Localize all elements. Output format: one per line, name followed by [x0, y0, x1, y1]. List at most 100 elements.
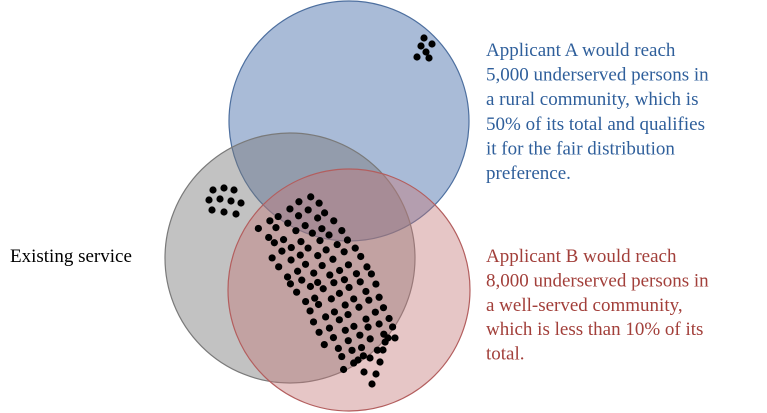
- dot: [335, 289, 344, 297]
- dot: [310, 269, 318, 277]
- dot: [293, 267, 302, 275]
- dot: [220, 208, 228, 216]
- dot: [292, 227, 300, 235]
- dot: [326, 271, 334, 279]
- dot: [340, 248, 348, 256]
- dot: [363, 263, 371, 271]
- dot: [302, 297, 310, 306]
- dot: [270, 239, 278, 247]
- text-line: a rural community, which is: [486, 89, 698, 110]
- dot: [286, 280, 295, 288]
- dot: [294, 212, 303, 220]
- dot: [208, 206, 216, 214]
- dot: [314, 214, 322, 222]
- dot: [304, 206, 312, 214]
- dot: [350, 322, 358, 330]
- dot: [275, 263, 283, 271]
- dot: [320, 209, 329, 217]
- text-line: total.: [486, 344, 525, 365]
- text-line: a well-served community,: [486, 295, 683, 316]
- dot: [330, 217, 338, 225]
- dot: [307, 193, 315, 201]
- dot: [348, 346, 356, 354]
- dot: [304, 244, 312, 252]
- dot: [308, 229, 316, 237]
- dot: [286, 205, 294, 213]
- dot: [364, 323, 372, 331]
- dot: [315, 328, 323, 336]
- dot: [375, 320, 383, 328]
- dot: [385, 314, 393, 323]
- dot: [338, 352, 346, 361]
- dot: [314, 300, 323, 309]
- dot: [287, 256, 295, 264]
- dot: [227, 197, 235, 205]
- dot: [339, 365, 348, 374]
- text-line: which is less than 10% of its: [486, 319, 703, 340]
- dot: [373, 346, 381, 354]
- existing-label: Existing service: [10, 246, 132, 267]
- dot: [372, 370, 380, 378]
- dot: [350, 295, 358, 303]
- dot: [335, 266, 344, 275]
- dot: [237, 199, 245, 207]
- dot: [366, 354, 374, 362]
- dot: [340, 276, 349, 284]
- dot: [330, 279, 338, 287]
- dot: [352, 270, 361, 278]
- dot: [287, 243, 295, 252]
- applicant-b-text: Applicant B would reach 8,000 underserved…: [486, 246, 709, 365]
- dot: [420, 34, 428, 42]
- dot: [341, 326, 349, 334]
- dot: [379, 304, 388, 312]
- dot: [318, 261, 326, 270]
- dot: [379, 346, 387, 354]
- dot: [367, 270, 375, 278]
- dot: [230, 186, 238, 194]
- dot: [322, 246, 330, 254]
- dot: [209, 186, 217, 194]
- dot: [362, 287, 370, 296]
- dot: [343, 236, 352, 244]
- dot: [335, 316, 343, 324]
- dot: [329, 255, 337, 263]
- dot: [329, 333, 338, 342]
- dot: [306, 282, 315, 291]
- dot: [279, 236, 288, 244]
- text-line: 8,000 underserved persons in: [486, 270, 709, 291]
- dot: [268, 254, 276, 262]
- text-line: preference.: [486, 163, 571, 184]
- dot: [293, 288, 301, 296]
- dot: [413, 53, 421, 61]
- dot: [296, 251, 304, 259]
- dot: [359, 352, 367, 360]
- dot: [266, 217, 274, 225]
- dot: [254, 224, 262, 233]
- dot: [344, 310, 352, 319]
- dot: [354, 356, 362, 364]
- dot: [356, 278, 364, 286]
- text-line: 50% of its total and qualifies: [486, 114, 705, 135]
- dot: [283, 273, 292, 281]
- dot: [216, 195, 224, 203]
- dot: [325, 324, 334, 332]
- dot: [389, 323, 397, 331]
- dot: [376, 358, 384, 366]
- dot: [325, 231, 333, 239]
- text-line: Applicant B would reach: [486, 246, 677, 267]
- dot: [316, 237, 324, 245]
- dot: [357, 252, 365, 261]
- dot: [318, 225, 326, 233]
- text-line: Applicant A would reach: [486, 40, 676, 61]
- dot: [272, 224, 280, 232]
- dot: [344, 261, 353, 269]
- dot: [311, 294, 319, 302]
- dot: [314, 252, 322, 260]
- dot: [356, 331, 364, 339]
- dot: [320, 340, 328, 349]
- dot: [315, 199, 323, 207]
- dot: [345, 283, 353, 292]
- dot: [341, 301, 349, 309]
- dot: [417, 42, 425, 50]
